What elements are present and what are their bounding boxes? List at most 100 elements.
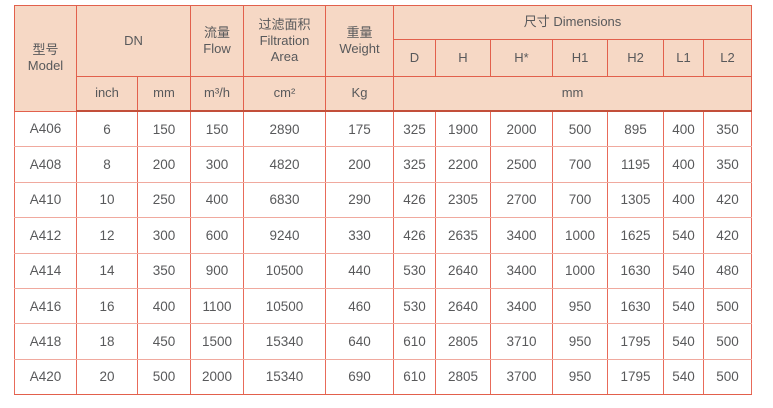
value-cell-h_star: 2000 bbox=[490, 110, 553, 148]
table-header: 型号 Model DN 流量 Flow 过滤面积 Filtration Area… bbox=[14, 5, 753, 112]
value-cell-l2: 350 bbox=[702, 110, 753, 148]
value-cell-dn_mm: 350 bbox=[137, 252, 191, 289]
value-cell-h_star: 2500 bbox=[490, 146, 553, 183]
header-unit-weight: Kg bbox=[325, 76, 394, 112]
value-cell-l2: 350 bbox=[702, 146, 753, 183]
value-cell-h2: 1795 bbox=[607, 323, 664, 360]
header-unit-dimensions: mm bbox=[392, 76, 753, 112]
model-cell: A414 bbox=[14, 252, 77, 289]
value-cell-l1: 400 bbox=[663, 146, 704, 183]
value-cell-h_star: 3400 bbox=[490, 252, 553, 289]
value-cell-flow_m3h: 1500 bbox=[190, 323, 244, 360]
value-cell-l1: 540 bbox=[663, 287, 704, 325]
table-row: A418 18 450 1500 15340 640 610 2805 3710 950 1795 5… bbox=[14, 323, 753, 360]
value-cell-flow_m3h: 2000 bbox=[190, 358, 244, 396]
value-cell-h2: 1195 bbox=[607, 146, 664, 183]
value-cell-filtration_cm2: 2890 bbox=[243, 110, 326, 148]
header-unit-area: cm² bbox=[243, 76, 326, 112]
model-cell: A418 bbox=[14, 323, 77, 360]
value-cell-h2: 1630 bbox=[607, 252, 664, 289]
header-dim-h-star: H* bbox=[490, 39, 553, 77]
value-cell-h1: 700 bbox=[552, 146, 608, 183]
spec-table: 型号 Model DN 流量 Flow 过滤面积 Filtration Area… bbox=[14, 5, 753, 396]
value-cell-h_star: 2700 bbox=[490, 181, 553, 219]
value-cell-h2: 1795 bbox=[607, 358, 664, 396]
value-cell-l1: 540 bbox=[663, 217, 704, 254]
value-cell-h2: 1305 bbox=[607, 181, 664, 219]
value-cell-dn_inch: 10 bbox=[76, 181, 138, 219]
value-cell-d: 426 bbox=[393, 217, 436, 254]
value-cell-d: 325 bbox=[393, 146, 436, 183]
value-cell-d: 610 bbox=[393, 323, 436, 360]
table-row: A408 8 200 300 4820 200 325 2200 2500 700 1195 400 3… bbox=[14, 146, 753, 183]
value-cell-l2: 500 bbox=[702, 358, 753, 396]
value-cell-h: 2640 bbox=[435, 252, 491, 289]
value-cell-flow_m3h: 600 bbox=[190, 217, 244, 254]
value-cell-flow_m3h: 150 bbox=[190, 110, 244, 148]
value-cell-dn_inch: 18 bbox=[76, 323, 138, 360]
value-cell-weight_kg: 175 bbox=[325, 110, 394, 148]
value-cell-h: 2305 bbox=[435, 181, 491, 219]
value-cell-flow_m3h: 300 bbox=[190, 146, 244, 183]
value-cell-l1: 540 bbox=[663, 323, 704, 360]
model-cell: A408 bbox=[14, 146, 77, 183]
value-cell-dn_mm: 150 bbox=[137, 110, 191, 148]
value-cell-d: 530 bbox=[393, 252, 436, 289]
header-unit-inch: inch bbox=[76, 76, 138, 112]
value-cell-h2: 895 bbox=[607, 110, 664, 148]
value-cell-h1: 500 bbox=[552, 110, 608, 148]
value-cell-dn_inch: 16 bbox=[76, 287, 138, 325]
value-cell-dn_inch: 8 bbox=[76, 146, 138, 183]
value-cell-filtration_cm2: 6830 bbox=[243, 181, 326, 219]
table-row: A416 16 400 1100 10500 460 530 2640 3400 950 1630 5… bbox=[14, 287, 753, 325]
value-cell-l2: 500 bbox=[702, 323, 753, 360]
value-cell-h1: 1000 bbox=[552, 252, 608, 289]
value-cell-h1: 700 bbox=[552, 181, 608, 219]
table-row: A420 20 500 2000 15340 690 610 2805 3700 950 1795 5… bbox=[14, 358, 753, 396]
value-cell-weight_kg: 200 bbox=[325, 146, 394, 183]
model-cell: A406 bbox=[14, 110, 77, 148]
value-cell-l2: 480 bbox=[702, 252, 753, 289]
value-cell-weight_kg: 440 bbox=[325, 252, 394, 289]
value-cell-h2: 1625 bbox=[607, 217, 664, 254]
value-cell-h: 1900 bbox=[435, 110, 491, 148]
value-cell-h1: 1000 bbox=[552, 217, 608, 254]
value-cell-dn_inch: 12 bbox=[76, 217, 138, 254]
header-model: 型号 Model bbox=[14, 5, 77, 112]
value-cell-l2: 500 bbox=[702, 287, 753, 325]
value-cell-weight_kg: 690 bbox=[325, 358, 394, 396]
value-cell-dn_mm: 450 bbox=[137, 323, 191, 360]
value-cell-d: 530 bbox=[393, 287, 436, 325]
header-flow: 流量 Flow bbox=[190, 5, 244, 77]
header-row-3: inch mm m³/h cm² Kg mm bbox=[15, 76, 753, 112]
value-cell-flow_m3h: 900 bbox=[190, 252, 244, 289]
value-cell-h_star: 3400 bbox=[490, 287, 553, 325]
value-cell-h1: 950 bbox=[552, 323, 608, 360]
value-cell-dn_mm: 200 bbox=[137, 146, 191, 183]
table-row: A410 10 250 400 6830 290 426 2305 2700 700 1305 400… bbox=[14, 181, 753, 219]
value-cell-filtration_cm2: 15340 bbox=[243, 323, 326, 360]
value-cell-dn_mm: 250 bbox=[137, 181, 191, 219]
model-cell: A412 bbox=[14, 217, 77, 254]
table-row: A412 12 300 600 9240 330 426 2635 3400 1000 1625 54… bbox=[14, 217, 753, 254]
value-cell-dn_mm: 500 bbox=[137, 358, 191, 396]
header-dim-h: H bbox=[435, 39, 491, 77]
value-cell-filtration_cm2: 10500 bbox=[243, 287, 326, 325]
value-cell-weight_kg: 460 bbox=[325, 287, 394, 325]
value-cell-h: 2805 bbox=[435, 358, 491, 396]
value-cell-h: 2635 bbox=[435, 217, 491, 254]
header-row-1: 型号 Model DN 流量 Flow 过滤面积 Filtration Area… bbox=[14, 5, 753, 112]
value-cell-l2: 420 bbox=[702, 181, 753, 219]
header-dim-l2: L2 bbox=[702, 39, 753, 77]
table-row: A406 6 150 150 2890 175 325 1900 2000 500 895 400 35… bbox=[14, 110, 753, 148]
header-row-2: D H H* H1 H2 L1 L2 bbox=[15, 39, 753, 77]
value-cell-filtration_cm2: 15340 bbox=[243, 358, 326, 396]
table-row: A414 14 350 900 10500 440 530 2640 3400 1000 1630 5… bbox=[14, 252, 753, 289]
model-cell: A410 bbox=[14, 181, 77, 219]
value-cell-l1: 540 bbox=[663, 252, 704, 289]
value-cell-h_star: 3400 bbox=[490, 217, 553, 254]
value-cell-h1: 950 bbox=[552, 358, 608, 396]
value-cell-h1: 950 bbox=[552, 287, 608, 325]
value-cell-d: 610 bbox=[393, 358, 436, 396]
